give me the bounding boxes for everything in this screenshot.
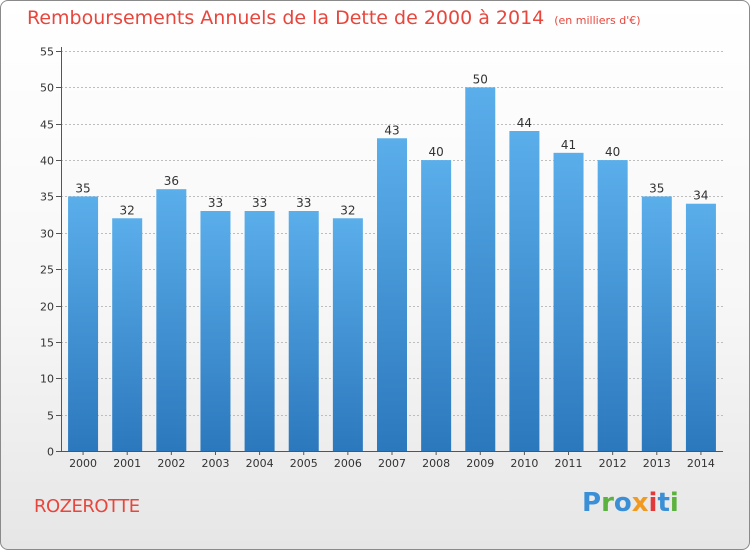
y-tick-label: 45 (40, 119, 54, 132)
brand-logo-letter: P (582, 488, 602, 518)
brand-logo-letter: x (631, 488, 649, 518)
chart-title-text: Remboursements Annuels de la Dette de 20… (27, 7, 545, 29)
value-label-2008: 40 (428, 145, 443, 159)
x-tick-label-2010: 2010 (510, 457, 538, 470)
x-tick-label-2003: 2003 (201, 457, 229, 470)
y-tick-label: 35 (40, 191, 54, 204)
value-label-2013: 35 (649, 181, 664, 195)
chart-subtitle: (en milliers d'€) (554, 14, 641, 27)
x-tick-label-2008: 2008 (422, 457, 450, 470)
y-tick-label: 30 (40, 228, 54, 241)
bar-2013 (641, 196, 672, 451)
bar-2005 (288, 211, 319, 451)
y-tick-label: 25 (40, 264, 54, 277)
bar-2012 (597, 160, 628, 451)
brand-logo: Proxiti (582, 488, 679, 518)
chart-title: Remboursements Annuels de la Dette de 20… (27, 7, 641, 29)
y-tick-label: 55 (40, 46, 54, 59)
bar-2008 (421, 160, 452, 451)
x-tick-label-2011: 2011 (555, 457, 583, 470)
x-tick-label-2006: 2006 (334, 457, 362, 470)
bar-2000 (68, 196, 99, 451)
x-tick-label-2004: 2004 (246, 457, 274, 470)
bar-2006 (332, 218, 363, 451)
bar-2014 (685, 203, 716, 451)
value-label-2006: 32 (340, 203, 355, 217)
x-tick-label-2000: 2000 (69, 457, 97, 470)
y-tick-label: 15 (40, 337, 54, 350)
y-tick-label: 5 (47, 410, 54, 423)
value-label-2010: 44 (517, 116, 532, 130)
commune-name: ROZEROTTE (34, 496, 140, 517)
x-tick-label-2009: 2009 (466, 457, 494, 470)
bar-2009 (465, 87, 496, 451)
value-label-2014: 34 (693, 189, 708, 203)
value-label-2004: 33 (252, 196, 267, 210)
value-label-2007: 43 (384, 123, 399, 137)
bar-2001 (112, 218, 143, 451)
x-tick-label-2007: 2007 (378, 457, 406, 470)
value-label-2009: 50 (473, 72, 488, 86)
value-label-2000: 35 (75, 181, 90, 195)
x-tick-label-2014: 2014 (687, 457, 715, 470)
brand-logo-letter: t (657, 488, 670, 518)
bars (68, 87, 716, 452)
axes (56, 47, 723, 455)
labels: 0 5 10 15 20 25 30 35 40 45 50 55 35 2000 32 2001 36 2002… (40, 46, 715, 471)
brand-logo-letter: i (648, 488, 658, 518)
brand-logo-letter: i (669, 488, 679, 518)
bar-2010 (509, 131, 540, 451)
y-tick-label: 20 (40, 301, 54, 314)
x-tick-label-2012: 2012 (599, 457, 627, 470)
y-tick-label: 10 (40, 373, 54, 386)
y-tick-label: 50 (40, 82, 54, 95)
value-label-2012: 40 (605, 145, 620, 159)
value-label-2001: 32 (120, 203, 135, 217)
x-tick-label-2005: 2005 (290, 457, 318, 470)
x-tick-label-2001: 2001 (113, 457, 141, 470)
value-label-2005: 33 (296, 196, 311, 210)
bar-2011 (553, 152, 584, 451)
brand-logo-letter: o (613, 488, 632, 518)
bar-2004 (244, 211, 275, 451)
value-label-2003: 33 (208, 196, 223, 210)
bar-2007 (377, 138, 407, 452)
brand-logo-letter: r (601, 488, 614, 518)
value-label-2002: 36 (164, 174, 179, 188)
x-tick-label-2002: 2002 (157, 457, 185, 470)
bar-2003 (200, 211, 231, 451)
y-tick-label: 0 (47, 446, 54, 459)
y-tick-label: 40 (40, 155, 54, 168)
value-label-2011: 41 (561, 138, 576, 152)
bar-2002 (156, 189, 187, 451)
x-tick-label-2013: 2013 (643, 457, 671, 470)
